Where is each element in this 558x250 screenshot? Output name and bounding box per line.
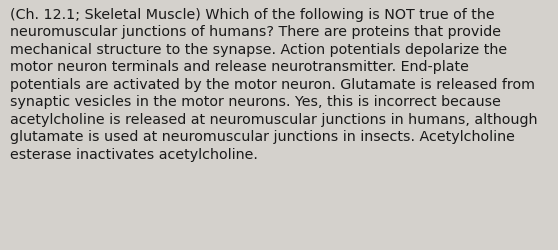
Text: (Ch. 12.1; Skeletal Muscle) Which of the following is NOT true of the
neuromuscu: (Ch. 12.1; Skeletal Muscle) Which of the…	[10, 8, 537, 161]
